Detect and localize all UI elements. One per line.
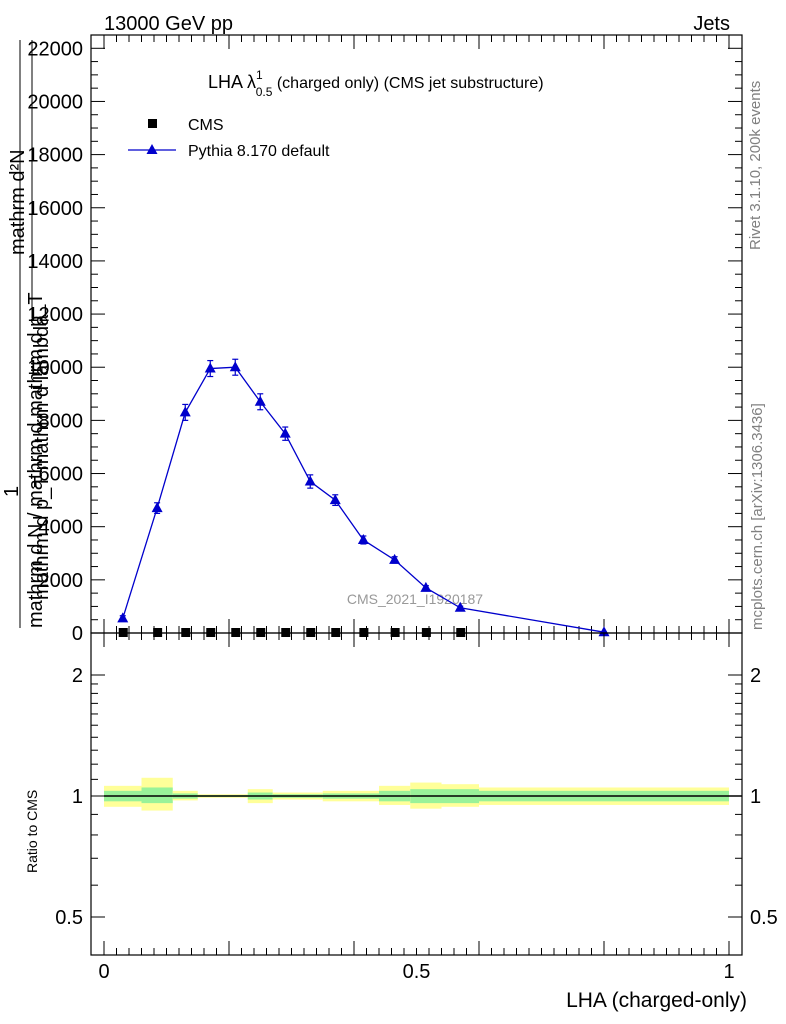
y-tick-label: 10000	[27, 357, 83, 379]
y-tick-label: 8000	[39, 410, 84, 432]
pythia-data-point	[254, 395, 266, 406]
legend-cms-label: CMS	[188, 117, 224, 134]
pythia-data-point	[454, 601, 466, 612]
ratio-frame	[90, 632, 743, 956]
ylabel-bottom: mathrm d N / mathrm d mathrm d p_T	[25, 292, 47, 628]
ratio-y-ticks: 0.5 0.5 1 1 2 2	[55, 665, 778, 929]
mcplots-label: mcplots.cern.ch [arXiv:1306.3436]	[749, 403, 766, 630]
pythia-data-point	[329, 494, 341, 505]
ratio-panel: 0.5 0.51 12 2 0 0.5 1 Ratio to CMS LHA (charg…	[24, 632, 778, 1012]
pythia-line	[122, 366, 605, 633]
pythia-data-point	[598, 626, 610, 637]
rivet-label: Rivet 3.1.10, 200k events	[747, 81, 764, 250]
pythia-data-point	[304, 475, 316, 486]
watermark-text: CMS_2021_I1920187	[347, 591, 483, 607]
ratio-y-tick-label: 0.5	[55, 907, 83, 929]
x-tick-label: 0	[98, 961, 109, 983]
y-tick-label: 20000	[27, 91, 83, 113]
legend-mc-label: Pythia 8.170 default	[188, 143, 330, 160]
main-panel: CMS_2021_I1920187 0 2000 4000 6000 8000 10000…	[1, 34, 743, 645]
y-tick-label: 6000	[39, 464, 84, 486]
title-rest: (charged only) (CMS jet substructure)	[272, 75, 543, 92]
pythia-data-point	[179, 406, 191, 417]
pythia-data-point	[389, 553, 401, 564]
y-tick-label: 12000	[27, 304, 83, 326]
y-tick-label: 22000	[27, 38, 83, 60]
legend: CMS Pythia 8.170 default	[128, 117, 330, 160]
ylabel-top2: mathrm d p_T mathrm d lambda	[31, 314, 53, 600]
pythia-data-point	[279, 427, 291, 438]
pythia-data-point	[357, 533, 369, 544]
pythia-data-point	[117, 612, 129, 623]
main-ylabel: mathrm d²N mathrm d p_T mathrm d lambda …	[1, 40, 53, 628]
y-tick-label: 2000	[39, 570, 84, 592]
legend-cms-marker	[148, 119, 157, 128]
main-title: LHA λ1 0.5 (charged only) (CMS jet substr…	[208, 68, 544, 99]
title-sub: 0.5	[256, 85, 273, 99]
y-tick-label: 18000	[27, 145, 83, 167]
ratio-ylabel: Ratio to CMS	[24, 790, 40, 873]
header-right: Jets	[693, 13, 730, 35]
x-tick-label: 0.5	[403, 961, 431, 983]
x-tick-label: 1	[723, 961, 734, 983]
y-tick-label: 14000	[27, 251, 83, 273]
ratio-xlabel: LHA (charged-only)	[566, 989, 747, 1012]
ratio-y-tick-label: 2	[72, 665, 83, 687]
ratio-x-ticks: 0 0.5 1	[98, 633, 735, 983]
pythia-data-point	[204, 362, 216, 373]
ratio-y-tick-label-right: 2	[750, 665, 761, 687]
header-left: 13000 GeV pp	[104, 13, 233, 35]
title-sup: 1	[256, 68, 263, 82]
main-watermark: CMS_2021_I1920187	[347, 591, 483, 607]
ratio-y-tick-label-right: 1	[750, 786, 761, 808]
ratio-y-tick-label-right: 0.5	[750, 907, 778, 929]
ratio-y-tick-label: 1	[72, 786, 83, 808]
pythia-data-point	[151, 502, 163, 513]
pythia-data-point	[420, 581, 432, 592]
ylabel-one: 1	[1, 486, 23, 497]
y-tick-label: 4000	[39, 517, 84, 539]
legend-mc-marker	[146, 144, 158, 154]
ratio-bands	[104, 777, 729, 811]
y-tick-label: 16000	[27, 198, 83, 220]
title-base: LHA λ	[208, 72, 256, 92]
pythia-data-point	[229, 361, 241, 372]
ylabel-top: mathrm d²N	[7, 149, 29, 255]
main-y-ticks: 0 2000 4000 6000 8000 10000 12000 14000 16000 180…	[27, 34, 742, 645]
y-tick-label: 0	[72, 623, 83, 645]
